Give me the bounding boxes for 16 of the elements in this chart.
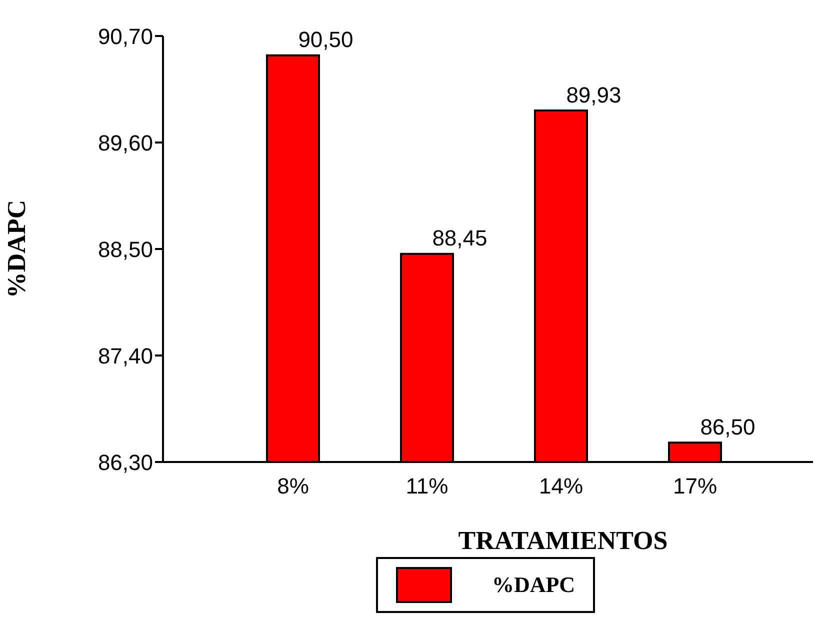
x-axis-title: TRATAMIENTOS (458, 526, 668, 555)
x-tick-label: 14% (538, 474, 584, 499)
x-tick-label: 8% (277, 474, 309, 499)
y-tick-label: 89,60 (98, 130, 153, 156)
y-axis-title: %DAPC (2, 200, 32, 298)
x-tick-label: 17% (672, 474, 718, 499)
data-label: 86,50 (700, 414, 756, 440)
y-tick-label: 86,30 (98, 450, 153, 475)
data-label: 89,93 (566, 82, 622, 108)
y-tick-label: 90,70 (98, 24, 153, 49)
data-label: 90,50 (298, 27, 354, 52)
legend-label: %DAPC (492, 572, 576, 598)
y-tick-label: 88,50 (98, 236, 153, 262)
x-tick-label: 11% (406, 474, 448, 499)
y-tick-label: 87,40 (98, 343, 153, 368)
data-label: 88,45 (432, 226, 488, 251)
